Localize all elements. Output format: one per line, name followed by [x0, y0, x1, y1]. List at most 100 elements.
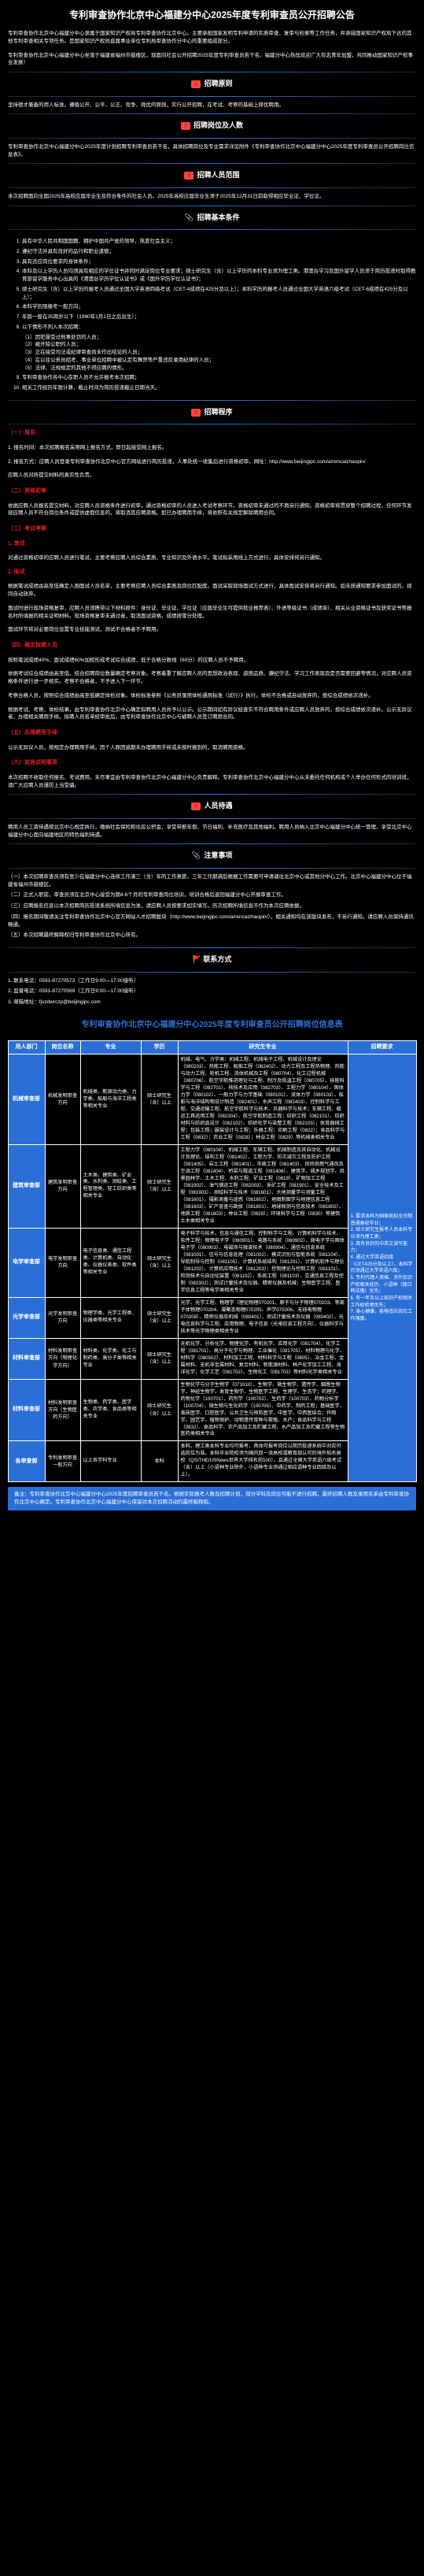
- grad-major-cell: 工程力学（080104）、机械工程、车辆工程、机械制造及其自动化、机械设计及理论…: [178, 1145, 348, 1229]
- close-icon: X: [191, 409, 201, 417]
- contact-body: 1. 联系电话：0591-87270573（工作日9:00—17:00接听） 2.…: [0, 974, 424, 1013]
- divider: [8, 229, 416, 230]
- sec1-title: 招聘原则: [204, 80, 232, 87]
- step5-body: 公示无异议人员，按规定办理聘用手续。因个人原因逾期未办理聘用手续或未按时报到的，…: [0, 741, 424, 755]
- position-cell: 电学发明审查方向: [45, 1228, 80, 1297]
- sec4-body: 具有中华人民共和国国籍，拥护中国共产党的领导，热爱社会主义；遵纪守法并具有良好的…: [0, 232, 424, 398]
- notice-item: （二）正式入职前，审查员须在北京中心接受为期4-6个月的专利审查岗位培训，培训合…: [8, 891, 416, 899]
- position-cell: 光学发明审查方向: [45, 1297, 80, 1338]
- divider: [8, 96, 416, 97]
- notice-item: （五）本次招聘最终解释权归专利审查协作北京中心所有。: [8, 932, 416, 940]
- edu-cell: 硕士研究生（含）以上: [141, 1338, 178, 1379]
- edu-cell: 硕士研究生（含）以上: [141, 1379, 178, 1441]
- condition-subitem: （4）在以往公务员招考、事业单位招聘中被认定有舞弊等严重违反录用纪律的人员；: [22, 357, 416, 365]
- step2-title: （二）资格初审: [8, 486, 416, 496]
- notice-item: （一）本次招聘审查员须有至少在福建分中心连续工作满三（含）年的工作意愿，三年工作…: [8, 873, 416, 889]
- intro-paragraph-2: 专利审查协作北京中心福建分中心坐落于福建省福州市鼓楼区，现面向社会公开招聘202…: [0, 49, 424, 71]
- condition-item: 本科学历限报考一般方向；: [22, 303, 416, 311]
- divider: [8, 868, 416, 869]
- table-header: 招聘要求: [348, 1040, 416, 1054]
- clip-icon: 📎: [184, 213, 194, 221]
- step4-b3: 考察合格人员，按照综合成绩由高至低确定体检对象。体检标准参照《公务员录用体检通用…: [0, 689, 424, 703]
- divider: [8, 843, 416, 844]
- condition-item: 以下情形不列入本次招聘：（1）因犯罪受过刑事处罚的人员；（2）被开除公职的人员；…: [22, 324, 416, 373]
- contact-item: 1. 联系电话：0591-87270573（工作日9:00—17:00接听）: [8, 977, 416, 985]
- section-head-8: 🚩 联系方式: [0, 950, 424, 970]
- clip-icon: 📎: [191, 851, 201, 859]
- grad-major-cell: 光学、光学工程、物理学（理论物理070201、原子与分子物理070203、等离子…: [178, 1297, 348, 1338]
- sec5-title: 招聘程序: [204, 408, 232, 416]
- sec3-body: 本次招聘面向全国2025年高校应届毕业生及符合条件的社会人员。2025年高校应届…: [0, 190, 424, 204]
- jobs-table: 用人部门岗位名称专业学历研究生专业招聘要求 机械审查部机械发明审查方向机械类、能…: [8, 1040, 417, 1483]
- step2-body: 依据应聘人员报名提交材料，对应聘人员资格条件进行初审，通过资格初审的人员进入考试…: [0, 499, 424, 521]
- major-cell: 材料类、化学类、化工与制药类、高分子类等相关专业: [80, 1338, 141, 1379]
- divider: [8, 972, 416, 973]
- section-head-1: X招聘原则: [0, 74, 424, 95]
- step3-1-t: 1. 笔试: [0, 537, 424, 552]
- table-row: 机械审查部机械发明审查方向机械类、能源动力类、力学类、船舶与海洋工程类等相关专业…: [8, 1054, 416, 1145]
- page-title: 专利审查协作北京中心福建分中心2025年度专利审查员公开招聘公告: [0, 0, 424, 27]
- condition-item: 本科及以上学历人员均须具有相应的学位证书并同时满足岗位专业要求；硕士研究生（含）…: [22, 268, 416, 284]
- dept-cell: 各审查部: [8, 1441, 45, 1482]
- dept-cell: 电学审查部: [8, 1228, 45, 1297]
- step6-body: 本次招聘不收取任何报名、考试费用。未尽事宜由专利审查协作北京中心福建分中心负责解…: [0, 771, 424, 793]
- grad-major-cell: 机械、电气、力学类：机械工程、机械电子工程、机械设计及理论（080203）、热能…: [178, 1054, 348, 1145]
- divider: [8, 138, 416, 139]
- step4-b1: 按照笔试成绩40%、面试成绩60%加权形成考试综合成绩，低于合格分数线（60分）…: [0, 654, 424, 668]
- sec1-body: 坚持德才兼备的用人标准，遵循公开、公平、公正、竞争、择优的原则，实行公开招聘，在…: [0, 98, 424, 113]
- step3-2-b3: 面试环节将对必要岗位设置专业技能测试，测试不合格者不予聘用。: [0, 623, 424, 637]
- sec6-title: 人员待遇: [204, 802, 232, 810]
- table-header: 学历: [141, 1040, 178, 1054]
- divider: [8, 947, 416, 948]
- step3-title: （三）考试考察: [8, 524, 416, 534]
- major-cell: 生物类、药学类、医学类、农学类、食品类等相关专业: [80, 1379, 141, 1441]
- dept-cell: 机械审查部: [8, 1054, 45, 1145]
- sec3-title: 招聘人员范围: [197, 171, 239, 179]
- table-header: 研究生专业: [178, 1040, 348, 1054]
- divider: [8, 113, 416, 114]
- edu-cell: 硕士研究生（含）以上: [141, 1228, 178, 1297]
- condition-subitem: （3）正在接受司法或纪律审查尚未作出结论的人员；: [22, 349, 416, 357]
- major-cell: 土木类、建筑类、矿业类、水利类、测绘类、工程管理类、轻工纺织类等相关专业: [80, 1145, 141, 1229]
- position-cell: 机械发明审查方向: [45, 1054, 80, 1145]
- condition-subitem: （5）法律、法规规定的其他不得应聘的情形。: [22, 365, 416, 373]
- divider: [8, 818, 416, 819]
- divider: [8, 187, 416, 188]
- divider: [8, 794, 416, 795]
- notice-item: （三）应聘报名信息以本次招聘简历投递系统所填信息为准，请应聘人员按要求如实填写。…: [8, 903, 416, 910]
- close-icon: X: [181, 122, 190, 130]
- sec2-title: 招聘岗位及人数: [194, 121, 243, 129]
- condition-item: 硕士研究生（含）以上学历的报考人员通过全国大学英语四级考试（CET-4成绩在42…: [22, 286, 416, 302]
- divider: [8, 400, 416, 401]
- table-header: 专业: [80, 1040, 141, 1054]
- major-cell: 电子信息类、通信工程类、计算机类、自动化类、仪器仪表类、软件类等相关专业: [80, 1228, 141, 1297]
- position-cell: 专利发明审查一般方向: [45, 1441, 80, 1482]
- step3-1-b: 对通过资格初审的应聘人员进行笔试，主要考察应聘人员综合素质、专业知识及外语水平。…: [0, 551, 424, 565]
- step1-title: （一）报名: [8, 428, 416, 438]
- close-icon: X: [184, 172, 194, 180]
- step3-2-b1: 根据笔试成绩由高至低确定入围面试人员名单，主要考察应聘人员综合素质及岗位匹配度。…: [0, 580, 424, 602]
- major-cell: 以上各学科专业: [80, 1441, 141, 1482]
- section-head-6: X人员待遇: [0, 796, 424, 817]
- edu-cell: 本科: [141, 1441, 178, 1482]
- step6-title: （六）其他说明事项: [8, 758, 416, 768]
- close-icon: X: [191, 802, 201, 810]
- table-footnote: 备注：专利审查协作北京中心福建分中心2025年度招聘审查员若干名。根据实际报考人…: [8, 1487, 416, 1510]
- step4-title: （四）确定拟聘人员: [8, 640, 416, 650]
- section-head-4: 📎招聘基本条件: [0, 208, 424, 228]
- dept-cell: 建筑审查部: [8, 1145, 45, 1229]
- step3-2-b2: 面试时进行现场资格复审，应聘人员须携带以下材料原件：身份证、毕业证、学位证（应届…: [0, 602, 424, 624]
- step3-2-t: 2. 面试: [0, 565, 424, 580]
- contact-item: 2. 监督电话：0591-87270569（工作日9:00—17:00接听）: [8, 988, 416, 995]
- flag-icon: 🚩: [193, 955, 204, 963]
- edu-cell: 硕士研究生（含）以上: [141, 1145, 178, 1229]
- sec7-title: 注意事项: [204, 851, 232, 859]
- grad-major-cell: 电子科学与技术、信息与通信工程、控制科学与工程、计算机科学与技术、软件工程；物理…: [178, 1228, 348, 1297]
- major-cell: 物理学类、光学工程类、仪器类等相关专业: [80, 1297, 141, 1338]
- position-cell: 建筑发明审查方向: [45, 1145, 80, 1229]
- grad-major-cell: 无机化学、分析化学、物理化学、有机化学、应用化学（081704）、化学工程（08…: [178, 1338, 348, 1379]
- grad-major-cell: 本科。理工类本科专业均可报考，具体可报考岗位以简历投递系统中对应可选岗位为准。本…: [178, 1441, 348, 1482]
- position-cell: 材料发明审查方向（生物医药方向）: [45, 1379, 80, 1441]
- notice-item: （四）报名期间敬请关注专利审查协作北京中心官方网站人才招聘版块（http://w…: [8, 914, 416, 929]
- condition-item: 遵纪守法并具有良好的品行和职业道德；: [22, 248, 416, 256]
